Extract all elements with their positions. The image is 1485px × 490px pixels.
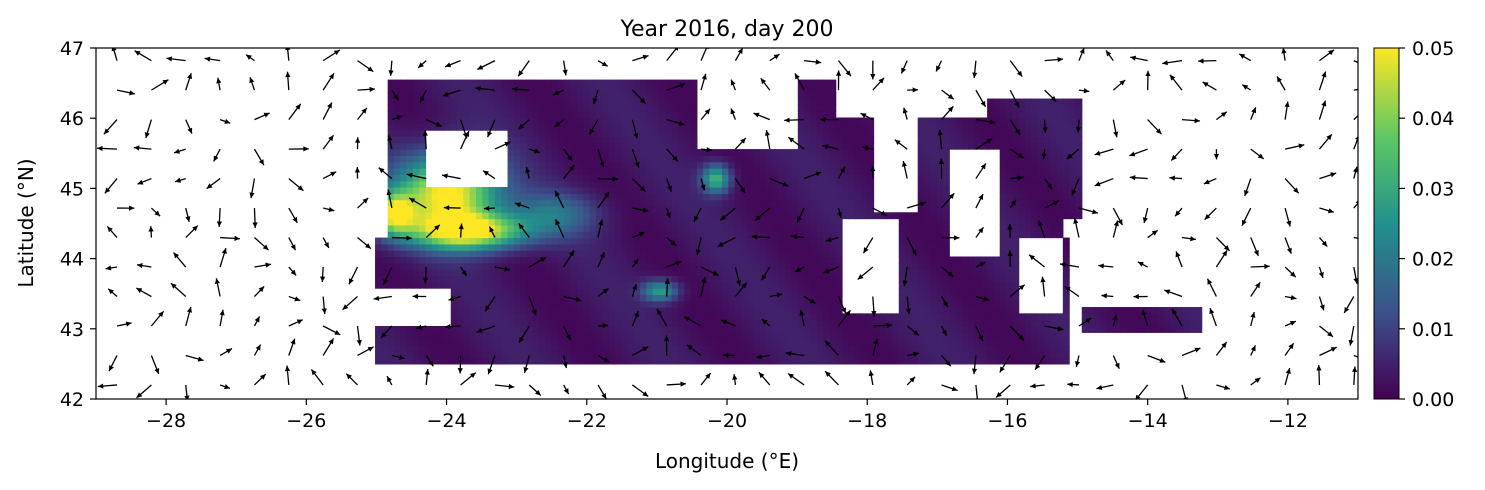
y-tick-label: 46 — [60, 108, 84, 130]
x-tick-label: −16 — [987, 410, 1027, 432]
y-tick-label: 47 — [60, 38, 84, 60]
colorbar-tick-label: 0.01 — [1412, 319, 1454, 341]
colorbar-tick-label: 0.04 — [1412, 108, 1454, 130]
y-tick-label: 45 — [60, 178, 84, 200]
x-tick-label: −28 — [146, 410, 186, 432]
colorbar-ticks: 0.00 0.01 0.02 0.03 0.04 0.05 — [1399, 38, 1454, 411]
colorbar-gradient — [1373, 47, 1400, 400]
x-tick-label: −20 — [707, 410, 747, 432]
quiver-arrows — [97, 48, 1358, 399]
y-tick-label: 42 — [60, 389, 84, 411]
colorbar-tick-label: 0.00 — [1412, 389, 1454, 411]
x-tick-label: −24 — [427, 410, 467, 432]
y-axis-label: Latitude (°N) — [14, 158, 38, 287]
plot-area — [96, 48, 1358, 399]
y-axis: 42 43 44 45 46 47 — [60, 38, 96, 411]
x-tick-label: −12 — [1268, 410, 1308, 432]
chart-title: Year 2016, day 200 — [620, 17, 834, 42]
x-tick-label: −18 — [847, 410, 887, 432]
x-tick-label: −14 — [1128, 410, 1168, 432]
colorbar-tick-label: 0.03 — [1412, 178, 1454, 200]
colorbar: 0.00 0.01 0.02 0.03 0.04 0.05 — [1373, 38, 1454, 411]
x-tick-label: −22 — [567, 410, 607, 432]
heatmap-field — [375, 79, 1203, 365]
x-axis-label: Longitude (°E) — [655, 449, 799, 473]
colorbar-tick-label: 0.05 — [1412, 38, 1454, 60]
colorbar-tick-label: 0.02 — [1412, 249, 1454, 271]
x-tick-label: −26 — [286, 410, 326, 432]
y-tick-label: 44 — [60, 249, 84, 271]
y-tick-label: 43 — [60, 319, 84, 341]
x-axis: −28 −26 −24 −22 −20 −18 −16 −14 −12 — [146, 399, 1308, 432]
